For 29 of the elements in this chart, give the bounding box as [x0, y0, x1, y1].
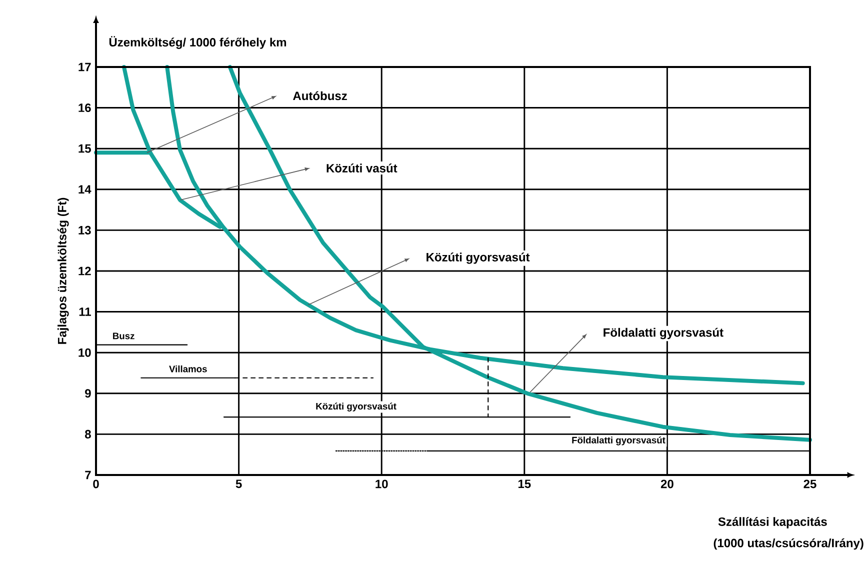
annotation: Közúti gyorsvasút [426, 252, 530, 264]
x-axis-title: Szállítási kapacitás [718, 517, 827, 528]
series-label: Busz [113, 332, 134, 340]
annotation: Közúti vasút [326, 164, 398, 172]
y-tick-label: 10 [78, 348, 91, 357]
chart-title: Üzemköltség/ 1000 férőhely km [109, 36, 286, 49]
y-tick-label: 16 [78, 104, 91, 112]
x-tick-label: 25 [804, 480, 816, 488]
annotation: Autóbusz [293, 91, 347, 100]
y-tick-label: 8 [85, 430, 91, 438]
x-tick-label: 15 [518, 480, 531, 488]
annotation: Földalatti gyorsvasút [604, 328, 724, 340]
y-tick-label: 12 [78, 266, 91, 276]
y-tick-label: 17 [78, 62, 91, 72]
x-tick-label: 10 [376, 480, 388, 488]
x-tick-label: 20 [660, 480, 674, 488]
y-tick-label: 13 [78, 226, 91, 234]
y-tick-label: 9 [85, 389, 91, 398]
text: (1000 utas/csúcsóra/Irány) [714, 538, 864, 550]
y-tick-label: 14 [78, 185, 92, 194]
x-tick-label: 5 [236, 480, 242, 488]
y-axis-title: Fajlagos üzemköltség (Ft) [57, 198, 69, 344]
series-label: Villamos [169, 365, 207, 372]
series-label: Földalatti gyorsvasút [572, 436, 666, 446]
y-tick-label: 11 [79, 308, 91, 316]
x-tick-label: 0 [93, 480, 99, 488]
series-label: Közúti gyorsvasút [316, 402, 396, 412]
y-tick-label: 7 [85, 470, 91, 480]
y-tick-label: 15 [78, 144, 91, 153]
